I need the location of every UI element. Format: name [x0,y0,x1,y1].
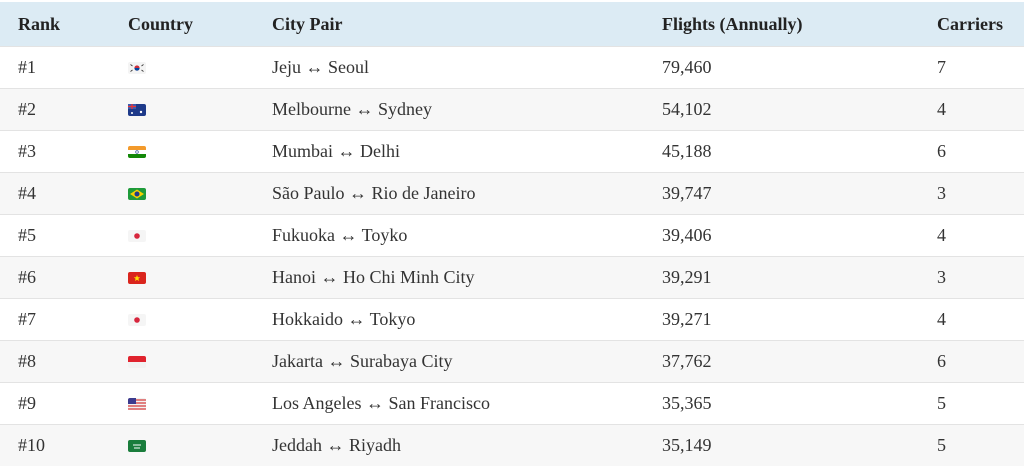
table-row: #10 Jeddah ↔ Riyadh 35,149 5 [0,424,1024,466]
rank-cell: #6 [0,256,125,299]
table-row: #6 Hanoi ↔ Ho Chi Minh City 39,291 3 [0,256,1024,299]
rank-cell: #5 [0,214,125,257]
country-flag [128,187,146,200]
table-row: #3 Mumbai ↔ Delhi 45,188 6 [0,130,1024,173]
header-cell: Rank [0,2,125,47]
table-row: #5 Fukuoka ↔ Toyko 39,406 4 [0,214,1024,257]
city-pair-cell: Los Angeles ↔ San Francisco [272,382,662,425]
city-pair-cell: Jeddah ↔ Riyadh [272,424,662,466]
carriers-cell: 4 [937,298,1024,341]
country-cell [125,298,272,341]
carriers-cell: 7 [937,46,1024,89]
rank-cell: #1 [0,46,125,89]
rank-cell: #8 [0,340,125,383]
flights-cell: 54,102 [662,88,937,131]
header-cell: City Pair [272,2,662,47]
city-pair-cell: Mumbai ↔ Delhi [272,130,662,173]
rank-cell: #10 [0,424,125,466]
country-cell [125,382,272,425]
flights-cell: 39,747 [662,172,937,215]
carriers-cell: 6 [937,130,1024,173]
carriers-cell: 5 [937,424,1024,466]
flights-cell: 79,460 [662,46,937,89]
flights-cell: 37,762 [662,340,937,383]
rank-cell: #7 [0,298,125,341]
header-row: Rank Country City Pair Flights (Annually… [0,2,1024,47]
city-pair-cell: Hanoi ↔ Ho Chi Minh City [272,256,662,299]
flights-cell: 35,365 [662,382,937,425]
city-pair-cell: Fukuoka ↔ Toyko [272,214,662,257]
country-cell [125,256,272,299]
country-flag [128,313,146,326]
country-cell [125,172,272,215]
country-cell [125,214,272,257]
flights-cell: 35,149 [662,424,937,466]
country-cell [125,424,272,466]
header-cell: Flights (Annually) [662,2,937,47]
flights-cell: 45,188 [662,130,937,173]
table-row: #7 Hokkaido ↔ Tokyo 39,271 4 [0,298,1024,341]
country-cell [125,46,272,89]
country-cell [125,88,272,131]
city-pair-cell: Jeju ↔ Seoul [272,46,662,89]
flights-cell: 39,406 [662,214,937,257]
country-flag [128,61,146,74]
table-row: #4 São Paulo ↔ Rio de Janeiro 39,747 3 [0,172,1024,215]
flights-cell: 39,291 [662,256,937,299]
carriers-cell: 4 [937,214,1024,257]
city-pair-cell: Hokkaido ↔ Tokyo [272,298,662,341]
rank-cell: #3 [0,130,125,173]
city-pair-cell: Jakarta ↔ Surabaya City [272,340,662,383]
city-pair-cell: São Paulo ↔ Rio de Janeiro [272,172,662,215]
table-row: #2 Melbourne ↔ Sydney 54,102 4 [0,88,1024,131]
country-flag [128,355,146,368]
header-cell: Carriers [937,2,1024,47]
flights-cell: 39,271 [662,298,937,341]
country-flag [128,271,146,284]
rank-cell: #9 [0,382,125,425]
rank-cell: #2 [0,88,125,131]
country-cell [125,130,272,173]
table-body: #1 Jeju ↔ Seoul 79,460 7 #2 Melbourne ↔ Sydne… [0,46,1024,466]
carriers-cell: 4 [937,88,1024,131]
table-row: #9 Los Angeles ↔ San Francisco 35,365 5 [0,382,1024,425]
header-cell: Country [125,2,272,47]
country-flag [128,229,146,242]
table-header: Rank Country City Pair Flights (Annually… [0,2,1024,47]
country-flag [128,397,146,410]
carriers-cell: 5 [937,382,1024,425]
carriers-cell: 3 [937,256,1024,299]
country-flag [128,145,146,158]
country-flag [128,439,146,452]
table-row: #8 Jakarta ↔ Surabaya City 37,762 6 [0,340,1024,383]
country-cell [125,340,272,383]
city-pair-cell: Melbourne ↔ Sydney [272,88,662,131]
carriers-cell: 6 [937,340,1024,383]
rank-cell: #4 [0,172,125,215]
carriers-cell: 3 [937,172,1024,215]
country-flag [128,103,146,116]
table-row: #1 Jeju ↔ Seoul 79,460 7 [0,46,1024,89]
